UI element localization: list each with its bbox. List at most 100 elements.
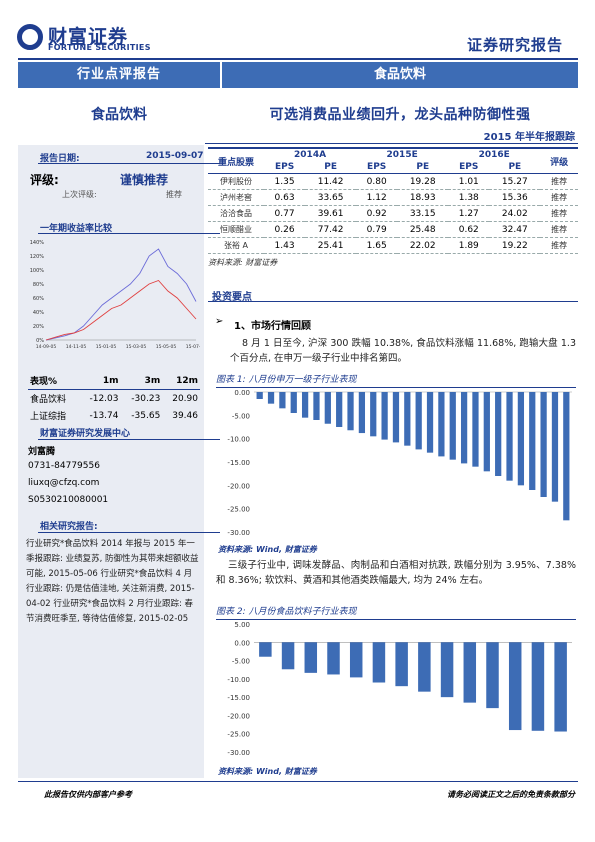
logo-icon <box>17 24 43 50</box>
forecast-cell: 25.48 <box>397 221 449 238</box>
y-tick-label: 80% <box>33 282 44 288</box>
y-tick-label: -10.00 <box>227 676 250 684</box>
bar <box>392 392 400 443</box>
bar <box>358 392 366 434</box>
bar <box>460 392 468 464</box>
bar <box>324 392 331 424</box>
bar <box>472 392 479 467</box>
divider <box>38 439 220 440</box>
divider <box>38 233 220 234</box>
year-header: 2016E <box>478 150 510 160</box>
bar <box>256 392 263 399</box>
perf-cell: -35.65 <box>131 410 161 421</box>
table-row: 洽洽食品 0.77 39.61 0.92 33.15 1.27 24.02 推荐 <box>208 205 578 222</box>
bar <box>259 642 272 657</box>
y-tick-label: -25.00 <box>227 506 250 514</box>
y-tick-label: 0.00 <box>234 639 250 647</box>
stock-name: 洽洽食品 <box>208 205 264 222</box>
analyst-phone: 0731-84779556 <box>28 461 100 471</box>
series-line-2 <box>45 279 197 341</box>
table-row: 张裕 A 1.43 25.41 1.65 22.02 1.89 19.22 推荐 <box>208 237 578 254</box>
y-tick-label: 20% <box>33 324 44 330</box>
bar <box>281 642 295 670</box>
forecast-table: 重点股票 2014A 2015E 2016E 评级 EPS PE EPS PE … <box>208 147 578 254</box>
bar <box>551 392 559 502</box>
bar <box>336 392 343 427</box>
divider <box>38 163 220 164</box>
forecast-cell: 0.79 <box>356 221 398 238</box>
forecast-cell: 18.93 <box>397 189 449 206</box>
perf-cell: 20.90 <box>172 393 198 404</box>
section-title: 投资要点 <box>212 292 252 303</box>
table-row: 食品饮料 -12.03 -30.23 20.90 <box>28 390 200 408</box>
figure-caption: 图表 2: 八月份食品饮料子行业表现 <box>216 604 576 620</box>
subtitle-rule <box>205 143 578 144</box>
perf-cell: 上证综指 <box>30 412 67 422</box>
sector-bar: 食品饮料 <box>222 62 578 88</box>
forecast-cell: 1.43 <box>264 237 306 254</box>
subsection-title: 1、市场行情回顾 <box>234 321 311 332</box>
table-row: 恒顺醋业 0.26 77.42 0.79 25.48 0.62 32.47 推荐 <box>208 221 578 238</box>
bar <box>415 392 422 450</box>
y-tick-label: 40% <box>33 310 44 316</box>
perf-header: 表现% <box>30 377 58 387</box>
bar <box>372 642 386 683</box>
y-tick-label: 0.00 <box>234 389 250 397</box>
bar <box>395 642 408 687</box>
bar <box>327 642 340 675</box>
forecast-cell: 22.02 <box>397 237 449 254</box>
forecast-cell: 15.27 <box>489 173 541 190</box>
bar <box>347 392 354 431</box>
perf-cell: -12.03 <box>89 393 119 404</box>
stock-rating: 推荐 <box>540 237 578 254</box>
sub-header: EPS <box>459 162 479 172</box>
forecast-cell: 0.62 <box>448 221 490 238</box>
bar <box>349 642 363 678</box>
paragraph: 三级子行业中, 调味发酵品、肉制品和白酒相对抗跌, 跌幅分别为 3.95%、7.… <box>216 560 576 586</box>
footer-rule <box>18 781 578 782</box>
x-tick-label: 15-01-05 <box>96 344 117 350</box>
footer-left: 此报告仅供内部客户参考 <box>44 790 132 799</box>
forecast-cell: 1.38 <box>448 189 490 206</box>
series-line-1 <box>45 248 197 341</box>
bar <box>418 642 431 692</box>
y-tick-label: -15.00 <box>227 694 250 702</box>
perf-cell: -30.23 <box>131 393 161 404</box>
forecast-cell: 0.63 <box>264 189 306 206</box>
col-rating: 评级 <box>550 157 569 168</box>
related-reports-text: 行业研究*食品饮料 2014 年报与 2015 年一季报跟踪: 业绩复苏, 防御… <box>26 539 199 624</box>
forecast-cell: 77.42 <box>305 221 357 238</box>
bar <box>554 642 567 732</box>
subtitle: 2015 年半年报跟踪 <box>483 132 575 143</box>
logo-subtext: FORTUNE SECURITIES <box>48 43 151 52</box>
bar <box>529 392 536 490</box>
stock-rating: 推荐 <box>540 189 578 206</box>
bar <box>438 392 445 457</box>
sub-header: EPS <box>274 162 295 172</box>
forecast-cell: 0.77 <box>264 205 306 222</box>
bar <box>463 642 477 703</box>
y-tick-label: -5.00 <box>232 658 250 666</box>
report-date: 2015-09-07 <box>146 151 204 161</box>
bar <box>301 392 309 418</box>
footer-right: 请务必阅读正文之后的免责条款部分 <box>447 790 575 799</box>
return-line-chart: 0% 20% 40% 60% 80% 100% 120% 140% 14-09-05 14-11-… <box>30 240 200 350</box>
doc-type-title: 证券研究报告 <box>466 36 563 54</box>
forecast-cell: 24.02 <box>489 205 541 222</box>
forecast-cell: 1.89 <box>448 237 490 254</box>
forecast-cell: 1.01 <box>448 173 490 190</box>
table-row: 伊利股份 1.35 11.42 0.80 19.28 1.01 15.27 推荐 <box>208 173 578 190</box>
forecast-cell: 33.65 <box>305 189 357 206</box>
analyst-email[interactable]: liuxq@cfzq.com <box>28 478 100 488</box>
bar <box>440 642 454 698</box>
table-row: 上证综指 -13.74 -35.65 39.46 <box>28 407 200 424</box>
y-tick-label: -20.00 <box>227 482 250 490</box>
forecast-cell: 19.22 <box>489 237 541 254</box>
industry-bar-chart: 0.00 -5.00 -10.00 -15.00 -20.00 -25.00 -30.00 <box>227 389 572 537</box>
bar <box>313 392 320 420</box>
divider <box>38 532 220 533</box>
figure-source: 资料来源: Wind, 财富证券 <box>218 545 317 554</box>
forecast-cell: 1.35 <box>264 173 306 190</box>
perf-cell: 食品饮料 <box>30 395 67 405</box>
y-tick-label: -30.00 <box>227 529 250 537</box>
